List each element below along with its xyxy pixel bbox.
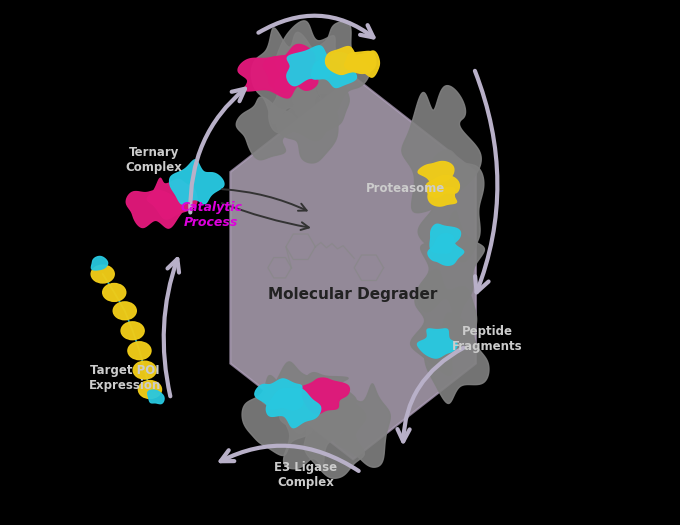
Text: Target POI
Expression: Target POI Expression: [88, 364, 161, 392]
Polygon shape: [402, 86, 481, 213]
Polygon shape: [425, 313, 489, 403]
Polygon shape: [276, 21, 345, 109]
Ellipse shape: [139, 381, 162, 398]
Polygon shape: [236, 97, 299, 160]
Polygon shape: [418, 329, 457, 358]
Polygon shape: [169, 160, 224, 204]
Text: Catalytic
Process: Catalytic Process: [180, 201, 242, 229]
Polygon shape: [255, 379, 303, 410]
Polygon shape: [430, 224, 460, 253]
Ellipse shape: [103, 284, 126, 301]
Polygon shape: [428, 187, 456, 206]
Polygon shape: [411, 270, 477, 375]
Polygon shape: [262, 362, 328, 433]
Polygon shape: [345, 51, 376, 74]
Polygon shape: [269, 62, 327, 141]
Ellipse shape: [121, 322, 144, 340]
Polygon shape: [148, 178, 197, 219]
Polygon shape: [277, 85, 338, 163]
Polygon shape: [356, 51, 379, 77]
Polygon shape: [252, 28, 321, 123]
Polygon shape: [242, 375, 315, 456]
Polygon shape: [326, 47, 361, 75]
Polygon shape: [311, 52, 356, 88]
Polygon shape: [303, 373, 356, 434]
Polygon shape: [292, 62, 350, 136]
Polygon shape: [335, 384, 390, 467]
Ellipse shape: [133, 361, 156, 379]
Polygon shape: [91, 257, 107, 270]
Text: Ternary
Complex: Ternary Complex: [125, 146, 182, 174]
Polygon shape: [418, 150, 484, 262]
Text: Peptide
Fragments: Peptide Fragments: [452, 324, 522, 353]
Polygon shape: [126, 191, 184, 228]
Polygon shape: [418, 162, 454, 186]
Polygon shape: [287, 46, 341, 86]
Text: Molecular Degrader: Molecular Degrader: [269, 287, 438, 301]
Ellipse shape: [113, 302, 136, 320]
Text: Proteasome: Proteasome: [366, 183, 445, 195]
Polygon shape: [231, 76, 476, 459]
Polygon shape: [238, 56, 307, 98]
Ellipse shape: [91, 265, 114, 283]
Polygon shape: [304, 398, 366, 478]
Polygon shape: [417, 211, 484, 324]
Polygon shape: [426, 175, 460, 197]
Polygon shape: [299, 378, 350, 414]
Polygon shape: [428, 234, 464, 265]
Polygon shape: [284, 394, 340, 469]
Polygon shape: [312, 22, 370, 116]
Polygon shape: [264, 45, 318, 92]
Polygon shape: [267, 388, 321, 428]
Polygon shape: [148, 390, 164, 404]
Text: E3 Ligase
Complex: E3 Ligase Complex: [274, 461, 337, 489]
Ellipse shape: [128, 342, 151, 360]
